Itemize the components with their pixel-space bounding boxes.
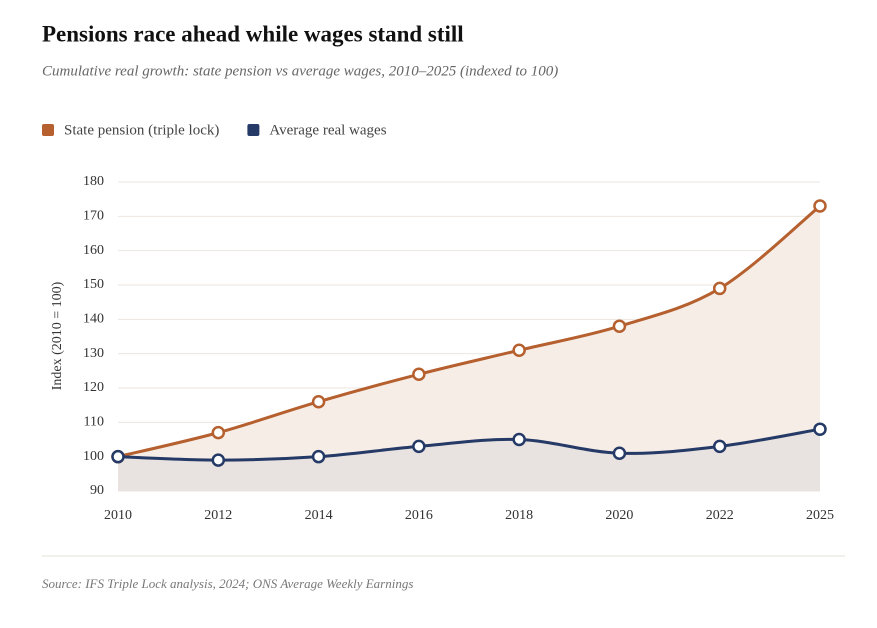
y-tick-label: 90 — [90, 483, 104, 498]
point — [612, 446, 627, 460]
legend-swatch — [42, 124, 54, 136]
point — [311, 449, 326, 464]
point — [211, 453, 226, 467]
point — [311, 394, 326, 409]
y-tick-label: 120 — [83, 380, 104, 395]
point — [512, 343, 526, 357]
x-tick-label: 2010 — [104, 508, 132, 523]
area — [118, 429, 820, 491]
chart-title: Pensions race ahead while wages stand st… — [42, 21, 464, 46]
y-tick-label: 100 — [83, 449, 104, 464]
y-tick-label: 130 — [83, 346, 104, 361]
legend-label: State pension (triple lock) — [64, 122, 219, 138]
x-tick-label: 2020 — [605, 508, 633, 523]
area — [118, 206, 820, 492]
point — [712, 281, 727, 296]
y-tick-label: 180 — [83, 174, 104, 189]
x-tick-label: 2025 — [806, 508, 834, 523]
point — [712, 439, 727, 454]
y-axis-label: Index (2010 = 100) — [50, 281, 65, 390]
x-tick-label: 2016 — [405, 508, 433, 523]
legend-swatch — [247, 124, 260, 136]
point — [813, 422, 827, 436]
y-tick-label: 140 — [83, 312, 104, 327]
y-tick-label: 160 — [83, 243, 104, 258]
x-tick-label: 2022 — [706, 508, 734, 523]
y-tick-label: 170 — [83, 209, 104, 224]
x-tick-label: 2018 — [505, 508, 533, 523]
point — [512, 432, 526, 447]
chart-subtitle: Cumulative real growth: state pension vs… — [42, 63, 558, 79]
point — [111, 449, 125, 464]
legend-label: Average real wages — [269, 122, 386, 138]
point — [412, 439, 426, 454]
point — [612, 319, 627, 333]
line — [117, 427, 821, 462]
x-tick-label: 2014 — [305, 508, 333, 523]
y-tick-label: 150 — [83, 277, 104, 292]
source: Source: IFS Triple Lock analysis, 2024; … — [42, 576, 413, 591]
point — [813, 199, 827, 213]
y-tick-label: 110 — [84, 415, 104, 430]
x-tick-label: 2012 — [204, 508, 232, 523]
point — [412, 367, 426, 382]
point — [211, 425, 226, 440]
